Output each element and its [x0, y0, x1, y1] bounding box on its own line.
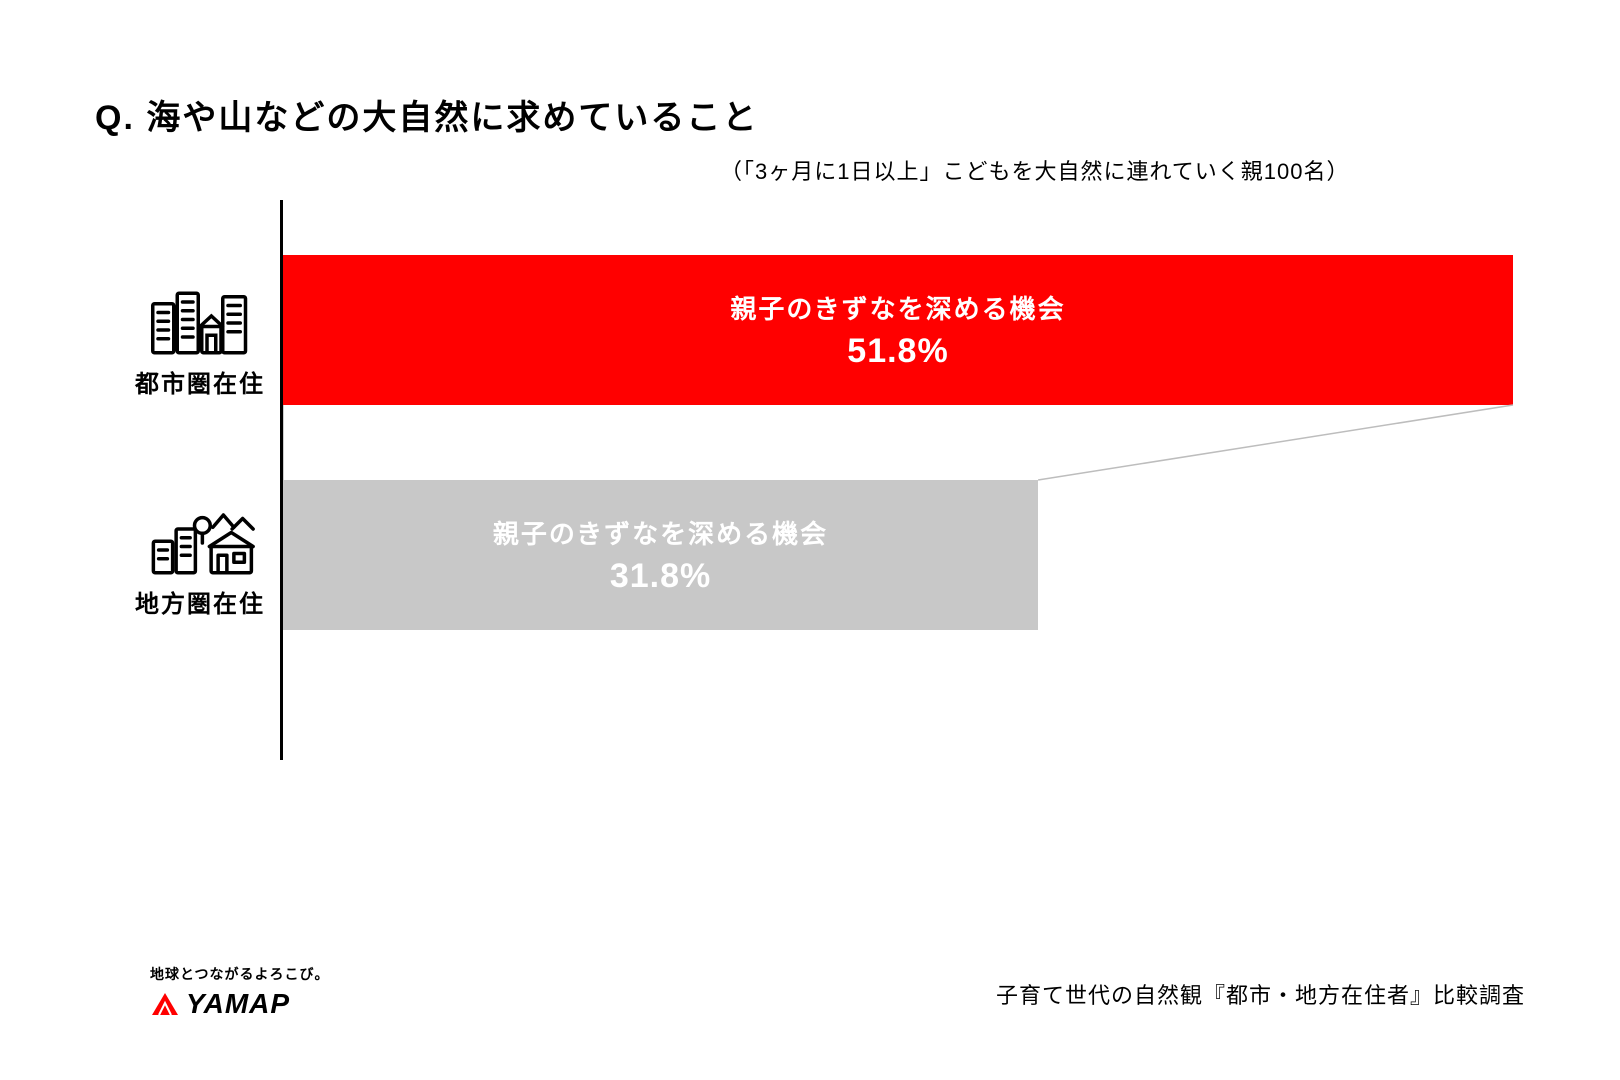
category-urban: 都市圏在住 [130, 288, 270, 399]
category-label-rural: 地方圏在住 [130, 584, 270, 619]
brand-block: 地球とつながるよろこび。 YAMAP [150, 964, 329, 1020]
bar-rural-label: 親子のきずなを深める機会 [493, 514, 828, 551]
category-rural: 地方圏在住 [130, 508, 270, 619]
bar-urban-value: 51.8% [847, 332, 948, 371]
chart-subtitle: （「3ヶ月に1日以上」こどもを大自然に連れていく親100名） [720, 154, 1350, 186]
bar-urban-label: 親子のきずなを深める機会 [730, 289, 1065, 326]
brand-mark-icon [150, 991, 180, 1017]
bar-rural: 親子のきずなを深める機会 31.8% [283, 480, 1038, 630]
brand-name: YAMAP [186, 988, 290, 1020]
brand-tagline: 地球とつながるよろこび。 [150, 964, 329, 984]
source-text: 子育て世代の自然観『都市・地方在住者』比較調査 [996, 978, 1525, 1010]
city-icon [145, 288, 255, 358]
category-label-urban: 都市圏在住 [130, 364, 270, 399]
chart-title: Q. 海や山などの大自然に求めていること [95, 90, 758, 139]
bar-rural-value: 31.8% [610, 557, 711, 596]
rural-icon [145, 508, 255, 578]
bar-urban: 親子のきずなを深める機会 51.8% [283, 255, 1513, 405]
